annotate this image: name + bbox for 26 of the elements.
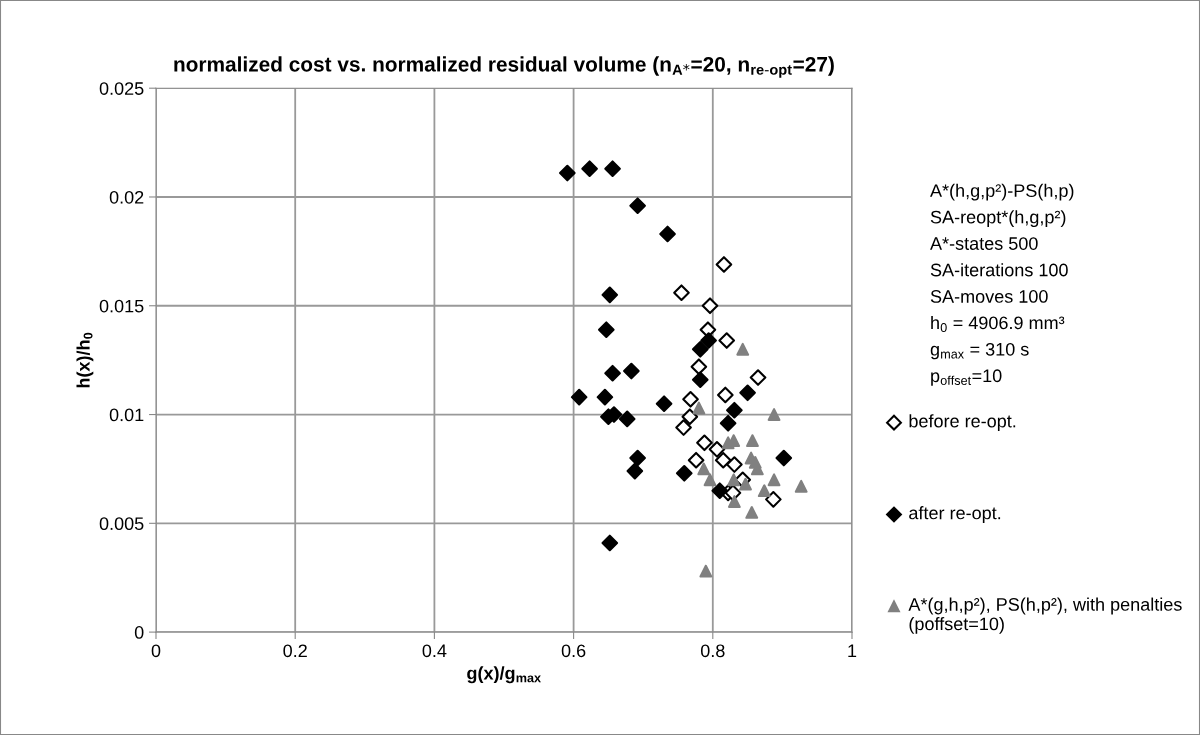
text: g$_{max}$ = 310 s — [930, 342, 1029, 360]
y-tick-label: 0.015 — [99, 299, 144, 313]
x-axis-title: g(x)/g$_{max}$ — [467, 666, 541, 684]
y-tick-label: 0.025 — [99, 82, 144, 95]
y-tick-label: 0 — [134, 626, 144, 639]
x-tick-label: 0.6 — [561, 644, 586, 658]
text: SA-iterations 100 — [930, 263, 1068, 277]
x-tick-label: 0.2 — [283, 644, 307, 658]
legend-label: A*(g,h,p²), PS(h,p²), with penalties (poffset=10) — [908, 597, 1182, 634]
y-tick-label: 0.005 — [99, 517, 144, 531]
x-tick-label: 0 — [151, 644, 161, 658]
text: SA-reopt*(h,g,p²) — [930, 210, 1066, 228]
y-tick-label: 0.01 — [109, 408, 144, 422]
x-tick-label: 0.4 — [422, 644, 447, 658]
text: A*(h,g,p²)-PS(h,p) — [930, 183, 1074, 201]
text: h$_{0}$ = 4906.9 mm³ — [931, 315, 1065, 333]
x-tick-label: 1 — [848, 644, 857, 657]
chart-title: normalized cost vs. normalized residual volume (n$_{A*}$=20, n$_{re-opt}$=27) — [174, 56, 834, 78]
text: SA-moves 100 — [930, 290, 1048, 303]
legend-label: before re-opt. — [909, 414, 1016, 432]
x-tick-label: 0.8 — [700, 644, 725, 658]
text: p$_{offset}$=10 — [931, 369, 1002, 386]
y-tick-label: 0.02 — [109, 190, 144, 204]
legend-label: after re-opt. — [909, 506, 1001, 523]
text: A*-states 500 — [930, 237, 1038, 250]
y-axis-title: h(x)/h$_{0}$ — [76, 332, 94, 388]
